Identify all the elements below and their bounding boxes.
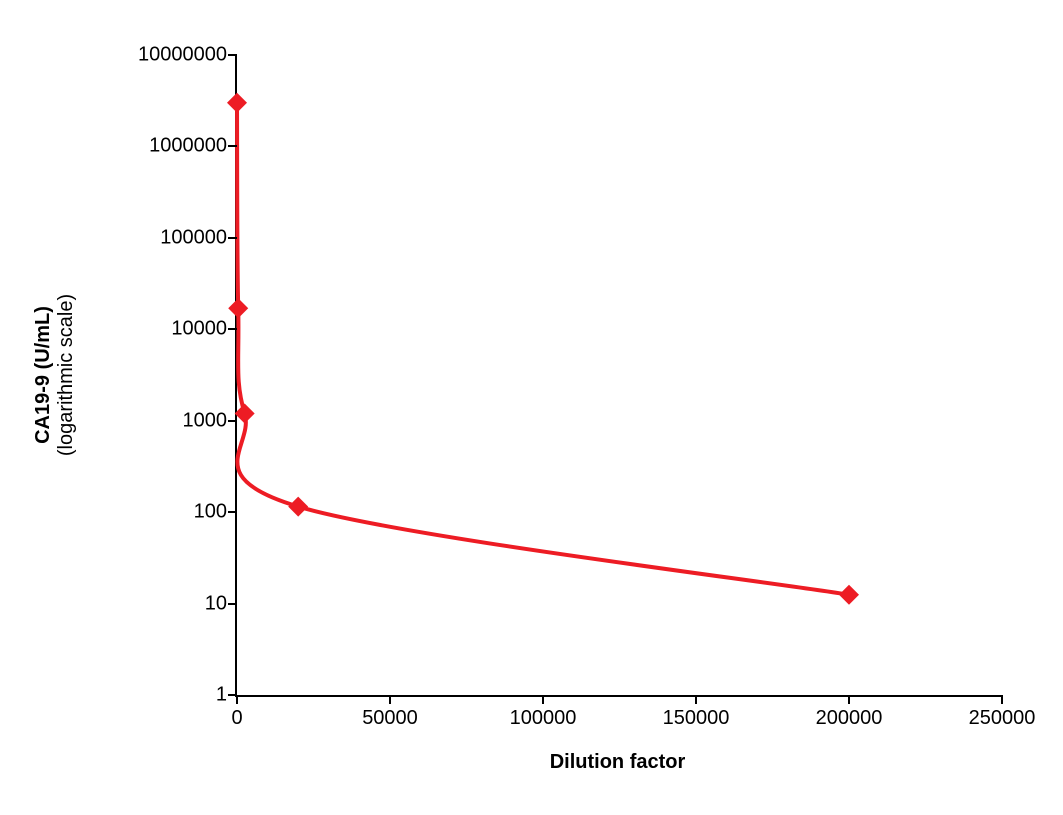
data-marker (839, 585, 859, 605)
data-marker (235, 403, 255, 423)
x-tick-label: 150000 (663, 695, 730, 730)
x-tick-label: 100000 (510, 695, 577, 730)
x-tick-label: 200000 (816, 695, 883, 730)
y-axis-label-line1: CA19-9 (U/mL) (32, 294, 55, 456)
x-tick-label: 250000 (969, 695, 1036, 730)
y-tick-label: 10000000 (138, 44, 237, 67)
y-tick-label: 1000 (183, 409, 238, 432)
y-tick-label: 1000000 (149, 135, 237, 158)
x-tick-label: 50000 (362, 695, 418, 730)
y-tick-label: 100000 (160, 226, 237, 249)
data-marker (227, 93, 247, 113)
x-tick-label: 0 (231, 695, 242, 730)
y-axis-label: CA19-9 (U/mL) (logarithmic scale) (32, 294, 78, 456)
y-axis-label-line2: (logarithmic scale) (55, 294, 78, 456)
chart-container: 1101001000100001000001000000100000000500… (0, 0, 1063, 815)
series-line (237, 103, 849, 595)
series-line-and-markers (237, 55, 1002, 695)
x-axis-label: Dilution factor (550, 751, 686, 774)
y-tick-label: 10 (205, 592, 237, 615)
plot-area: 1101001000100001000001000000100000000500… (235, 55, 1002, 697)
y-tick-label: 100 (194, 501, 237, 524)
data-marker (288, 497, 308, 517)
y-tick-label: 10000 (171, 318, 237, 341)
data-marker (228, 298, 248, 318)
